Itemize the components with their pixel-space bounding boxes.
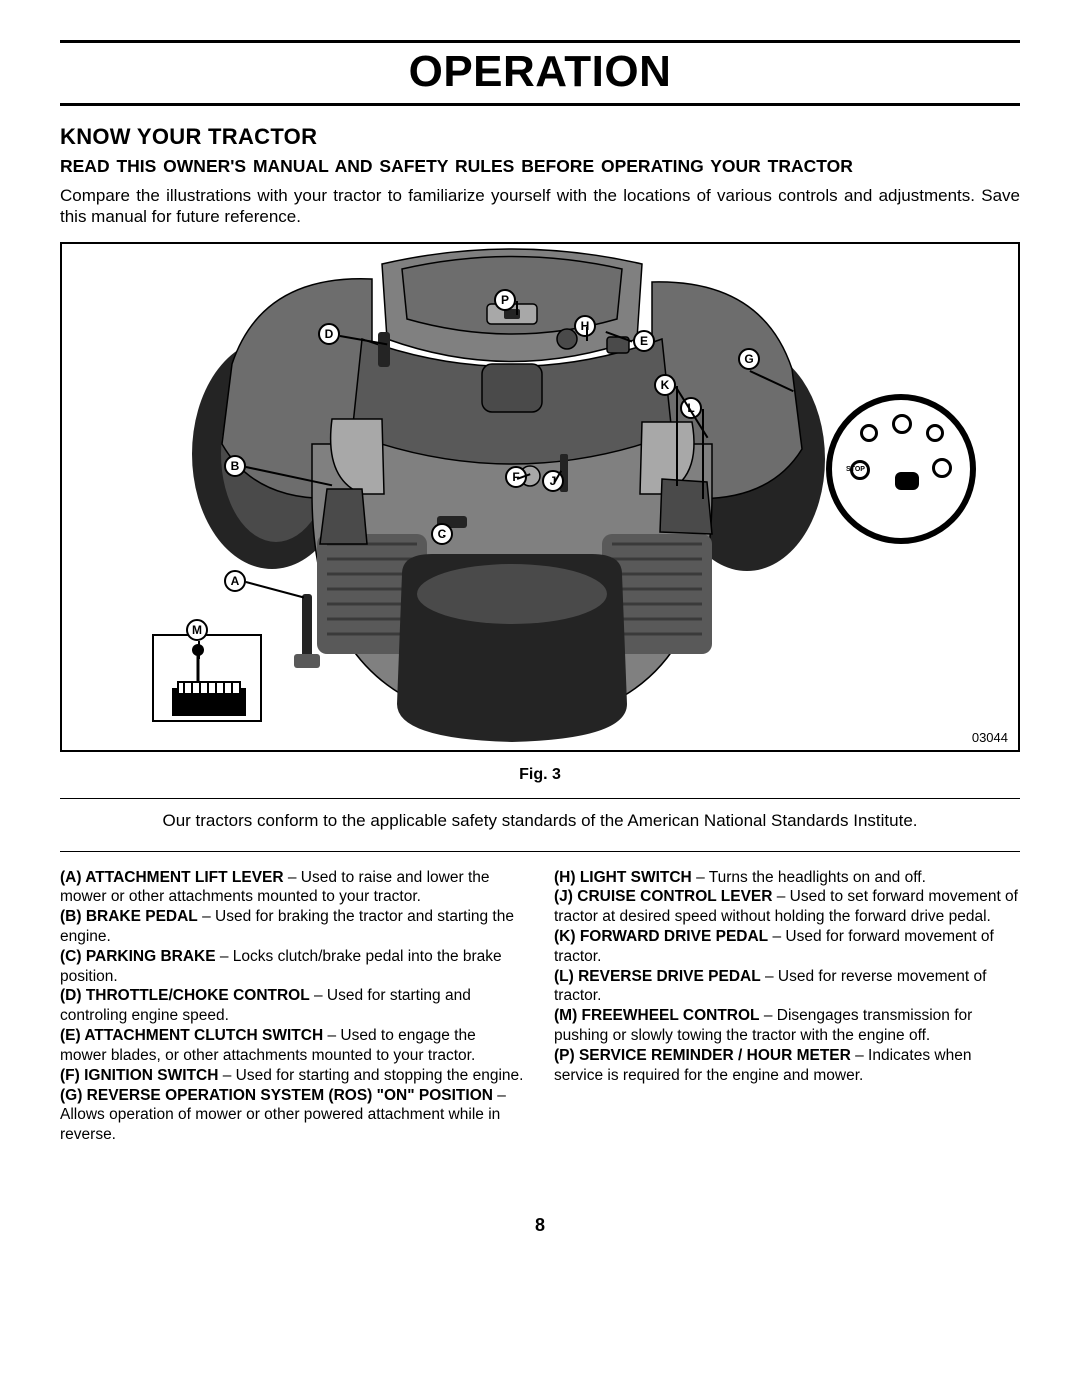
top-rule bbox=[60, 40, 1020, 43]
callout-B: B bbox=[224, 455, 246, 477]
definition-item: (J) CRUISE CONTROL LEVER – Used to set f… bbox=[554, 887, 1020, 927]
callout-K: K bbox=[654, 374, 676, 396]
callout-P: P bbox=[494, 289, 516, 311]
callout-C: C bbox=[431, 523, 453, 545]
callout-M: M bbox=[186, 619, 208, 641]
definition-item: (L) REVERSE DRIVE PEDAL – Used for rever… bbox=[554, 967, 1020, 1007]
definition-item: (C) PARKING BRAKE – Locks clutch/brake p… bbox=[60, 947, 526, 987]
title-rule bbox=[60, 103, 1020, 106]
callout-G: G bbox=[738, 348, 760, 370]
image-number: 03044 bbox=[972, 730, 1008, 745]
section-title: KNOW YOUR TRACTOR bbox=[60, 124, 1020, 150]
callout-A: A bbox=[224, 570, 246, 592]
page-title: OPERATION bbox=[60, 47, 1020, 97]
definition-item: (H) LIGHT SWITCH – Turns the headlights … bbox=[554, 868, 1020, 888]
definition-item: (B) BRAKE PEDAL – Used for braking the t… bbox=[60, 907, 526, 947]
definitions-right-col: (H) LIGHT SWITCH – Turns the headlights … bbox=[554, 868, 1020, 1146]
definition-item: (K) FORWARD DRIVE PEDAL – Used for forwa… bbox=[554, 927, 1020, 967]
figure-box: STOP ABCDEFGHJKLMP 03044 bbox=[60, 242, 1020, 752]
definition-item: (G) REVERSE OPERATION SYSTEM (ROS) "ON" … bbox=[60, 1086, 526, 1145]
definition-item: (F) IGNITION SWITCH – Used for starting … bbox=[60, 1066, 526, 1086]
ignition-dial-inset: STOP bbox=[826, 394, 976, 544]
definition-item: (E) ATTACHMENT CLUTCH SWITCH – Used to e… bbox=[60, 1026, 526, 1066]
callout-E: E bbox=[633, 330, 655, 352]
figure-caption: Fig. 3 bbox=[60, 766, 1020, 784]
definitions-left-col: (A) ATTACHMENT LIFT LEVER – Used to rais… bbox=[60, 868, 526, 1146]
page-number: 8 bbox=[60, 1215, 1020, 1236]
definition-item: (A) ATTACHMENT LIFT LEVER – Used to rais… bbox=[60, 868, 526, 908]
mid-rule-1 bbox=[60, 798, 1020, 799]
definition-item: (P) SERVICE REMINDER / HOUR METER – Indi… bbox=[554, 1046, 1020, 1086]
subtitle: READ THIS OWNER'S MANUAL AND SAFETY RULE… bbox=[60, 156, 1020, 177]
definitions: (A) ATTACHMENT LIFT LEVER – Used to rais… bbox=[60, 868, 1020, 1146]
freewheel-inset bbox=[152, 634, 262, 722]
definition-item: (M) FREEWHEEL CONTROL – Disengages trans… bbox=[554, 1006, 1020, 1046]
intro-text: Compare the illustrations with your trac… bbox=[60, 185, 1020, 228]
callout-D: D bbox=[318, 323, 340, 345]
conformance-text: Our tractors conform to the applicable s… bbox=[60, 811, 1020, 831]
callout-H: H bbox=[574, 315, 596, 337]
definition-item: (D) THROTTLE/CHOKE CONTROL – Used for st… bbox=[60, 986, 526, 1026]
